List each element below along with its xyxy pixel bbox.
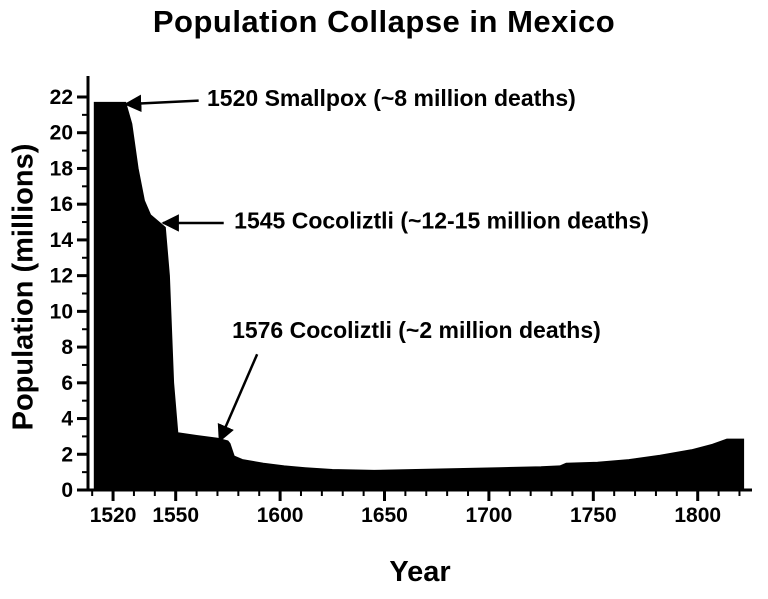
x-axis-label: Year [389,556,451,588]
annotation-arrow [217,353,259,443]
y-tick-label: 6 [61,372,73,395]
x-tick-label: 1700 [466,504,513,527]
y-tick-label: 14 [50,229,74,252]
annotation-text: 1520 Smallpox (~8 million deaths) [207,85,576,111]
y-axis-label: Population (millions) [7,143,40,431]
x-tick-label: 1600 [257,504,304,527]
annotation-arrow [123,94,199,113]
y-tick-label: 16 [50,193,73,216]
annotation-text: 1545 Cocoliztli (~12-15 million deaths) [234,207,649,233]
population-area-series [93,101,745,491]
x-tick-label: 1800 [674,504,721,527]
y-tick-label: 20 [50,122,73,145]
y-tick-label: 10 [50,300,73,323]
x-tick-label: 1650 [361,504,408,527]
y-tick-label: 22 [50,86,73,109]
y-tick-label: 8 [61,336,73,359]
chart-title: Population Collapse in Mexico [152,4,616,39]
x-tick-label: 1750 [570,504,617,527]
y-tick-label: 2 [61,443,73,466]
y-tick-label: 0 [61,479,73,502]
y-tick-label: 12 [50,265,73,288]
y-tick-label: 18 [50,157,74,180]
annotation-text: 1576 Cocoliztli (~2 million deaths) [232,317,601,343]
x-tick-label: 1550 [152,504,199,527]
y-tick-label: 4 [61,408,73,431]
x-tick-label: 1520 [90,504,137,527]
